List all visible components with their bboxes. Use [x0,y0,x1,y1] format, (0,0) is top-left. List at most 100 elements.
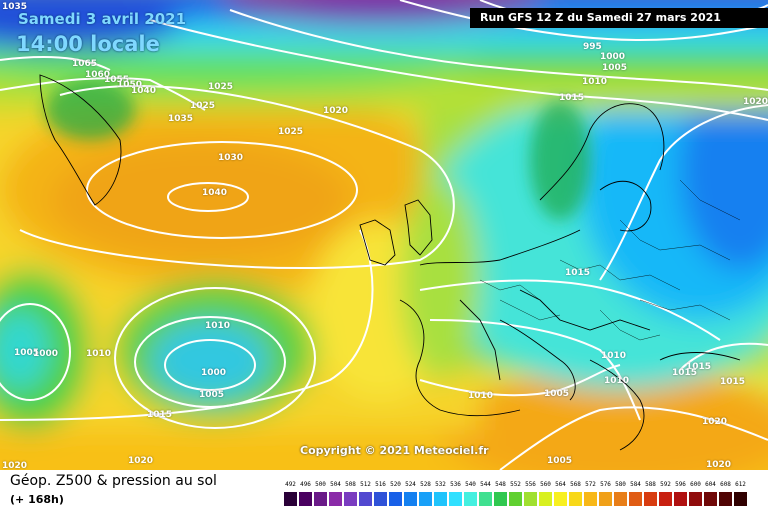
isobar-label: 1010 [601,351,627,361]
weather-map: 1065 1060 1055 1050 1040 1035 1025 1025 1035 1020… [0,0,768,470]
color-scale-legend: 492 496 500 504 508 512 516 520 524 528 532 536 540 5… [284,472,752,508]
legend-swatch [554,492,567,506]
isobar-label: 1010 [582,77,608,87]
legend-label: 492 [285,481,296,488]
legend-label: 500 [315,481,326,488]
legend-label: 560 [540,481,551,488]
isobar-label: 1005 [14,348,40,358]
isobar-label: 995 [583,42,602,52]
legend-label: 596 [675,481,686,488]
isobar-label: 1055 [104,75,130,85]
legend-swatch [464,492,477,506]
isobar-label: 1040 [131,86,157,96]
legend-swatch [299,492,312,506]
legend-swatch [704,492,717,506]
isobar-label: 1030 [218,153,244,163]
legend-label: 576 [600,481,611,488]
legend-swatch [344,492,357,506]
legend-label: 520 [390,481,401,488]
forecast-date: Samedi 3 avril 2021 [18,10,187,28]
legend-label: 612 [735,481,746,488]
isobar-label: 1025 [190,101,216,111]
isobar-label: 1060 [85,70,111,80]
isobar-label: 1005 [547,456,573,466]
legend-swatch [719,492,732,506]
legend-swatch [449,492,462,506]
legend-label: 592 [660,481,671,488]
legend-label: 512 [360,481,371,488]
legend-label: 504 [330,481,341,488]
isobar-label: 1025 [278,127,304,137]
isobar-label: 1000 [201,368,227,378]
legend-swatch [524,492,537,506]
isobar-label: 1010 [205,321,231,331]
isobar-label: 1015 [147,410,173,420]
run-info: Run GFS 12 Z du Samedi 27 mars 2021 [480,11,721,24]
forecast-time: 14:00 locale [16,32,160,56]
legend-label: 544 [480,481,491,488]
legend-swatch [479,492,492,506]
copyright-notice: Copyright © 2021 Meteociel.fr [300,444,489,457]
isobar-label: 1020 [323,106,349,116]
legend-swatch [569,492,582,506]
map-footer: Géop. Z500 & pression au sol (+ 168h) 49… [0,470,768,512]
legend-swatch [359,492,372,506]
isobar-label: 1015 [565,268,591,278]
isobar-label: 1035 [2,2,28,12]
coastlines [39,74,741,451]
legend-label: 532 [435,481,446,488]
legend-label: 552 [510,481,521,488]
legend-label: 508 [345,481,356,488]
legend-label: 524 [405,481,416,488]
legend-swatch [539,492,552,506]
legend-label: 568 [570,481,581,488]
isobar-label: 1005 [199,390,225,400]
legend-label: 548 [495,481,506,488]
legend-label: 572 [585,481,596,488]
isobar-label: 1015 [720,377,746,387]
legend-swatch [419,492,432,506]
isobar-label: 1010 [86,349,112,359]
geopotential-field [0,0,768,470]
legend-swatch [329,492,342,506]
legend-swatch [494,492,507,506]
legend-label: 516 [375,481,386,488]
legend-swatch [599,492,612,506]
legend-swatch [674,492,687,506]
legend-swatch [644,492,657,506]
forecast-range: (+ 168h) [10,493,64,506]
isobar-label: 1035 [168,114,194,124]
legend-swatch [389,492,402,506]
legend-label: 556 [525,481,536,488]
legend-label: 564 [555,481,566,488]
legend-label: 536 [450,481,461,488]
legend-swatch [584,492,597,506]
isobar-label: 1000 [33,349,59,359]
isobar-label: 1065 [72,59,98,69]
legend-label: 528 [420,481,431,488]
legend-label: 496 [300,481,311,488]
legend-label: 608 [720,481,731,488]
isobar-label: 1050 [117,80,143,90]
legend-swatch [284,492,297,506]
isobar-label: 1020 [702,417,728,427]
isobar-label: 1005 [544,389,570,399]
isobar-label: 1020 [706,460,732,470]
legend-label: 584 [630,481,641,488]
isobar-label: 1020 [128,456,154,466]
legend-swatch [434,492,447,506]
isobar-label: 1015 [686,362,712,372]
run-banner: Run GFS 12 Z du Samedi 27 mars 2021 [470,8,768,28]
isobar-label: 1040 [202,188,228,198]
legend-label: 600 [690,481,701,488]
legend-swatch [689,492,702,506]
legend-label: 588 [645,481,656,488]
legend-label: 580 [615,481,626,488]
legend-label: 604 [705,481,716,488]
isobar-label: 1020 [2,461,28,470]
legend-swatch [659,492,672,506]
isobar-label: 1015 [559,93,585,103]
legend-swatch [629,492,642,506]
legend-label: 540 [465,481,476,488]
isobar-label: 1025 [208,82,234,92]
